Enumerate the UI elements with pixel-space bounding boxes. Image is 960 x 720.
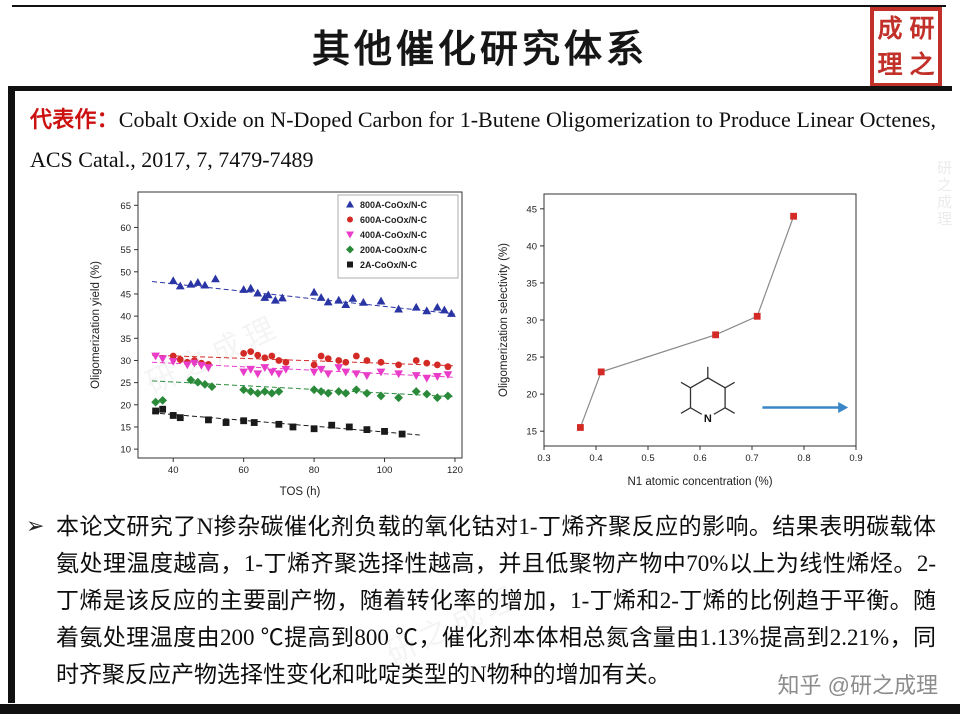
svg-text:80: 80 <box>309 465 320 476</box>
bullet-arrow-icon: ➢ <box>26 514 45 539</box>
summary-text: 本论文研究了N掺杂碳催化剂负载的氧化钴对1-丁烯齐聚反应的影响。结果表明碳载体氨… <box>56 514 936 687</box>
svg-text:0.4: 0.4 <box>589 453 602 464</box>
svg-text:Oligomerization yield (%): Oligomerization yield (%) <box>90 261 102 389</box>
svg-text:200A-CoOx/N-C: 200A-CoOx/N-C <box>360 245 428 255</box>
svg-text:25: 25 <box>120 378 131 389</box>
seal-char: 之 <box>909 51 935 79</box>
svg-text:15: 15 <box>120 422 131 433</box>
svg-text:35: 35 <box>120 334 131 345</box>
svg-text:20: 20 <box>120 400 131 411</box>
svg-text:40: 40 <box>526 241 537 252</box>
svg-text:30: 30 <box>526 316 537 327</box>
seal-logo: 成 研 理 之 <box>870 7 942 87</box>
svg-text:45: 45 <box>526 204 537 215</box>
yield-vs-tos-chart: 40 60 80 100 120 10 15 20 25 30 35 40 45 50 55 60 65 TOS … <box>86 182 476 502</box>
svg-text:N: N <box>704 413 712 425</box>
citation-label: 代表作： <box>30 107 119 132</box>
svg-text:TOS (h): TOS (h) <box>280 486 321 498</box>
summary-bullet: ➢ 本论文研究了N掺杂碳催化剂负载的氧化钴对1-丁烯齐聚反应的影响。结果表明碳载… <box>26 508 936 693</box>
svg-text:45: 45 <box>120 289 131 300</box>
citation-text: Cobalt Oxide on N-Doped Carbon for 1-But… <box>30 107 936 172</box>
svg-text:0.5: 0.5 <box>641 453 654 464</box>
seal-char: 研 <box>909 15 935 43</box>
svg-text:40: 40 <box>120 312 131 323</box>
svg-text:Oligomerization selectivity (%: Oligomerization selectivity (%) <box>498 243 510 397</box>
svg-text:0.9: 0.9 <box>849 453 862 464</box>
seal-char: 理 <box>877 51 903 79</box>
svg-text:50: 50 <box>120 267 131 278</box>
svg-text:30: 30 <box>120 356 131 367</box>
svg-text:40: 40 <box>168 465 179 476</box>
svg-text:0.8: 0.8 <box>797 453 810 464</box>
svg-text:600A-CoOx/N-C: 600A-CoOx/N-C <box>360 215 428 225</box>
seal-char: 成 <box>877 15 903 43</box>
citation: 代表作：Cobalt Oxide on N-Doped Carbon for 1… <box>30 100 936 180</box>
top-border-line <box>12 5 946 7</box>
left-border-bar <box>8 88 15 703</box>
svg-text:55: 55 <box>120 245 131 256</box>
svg-text:65: 65 <box>120 201 131 212</box>
svg-text:0.6: 0.6 <box>693 453 706 464</box>
svg-text:20: 20 <box>526 390 537 401</box>
svg-text:N1 atomic concentration (%): N1 atomic concentration (%) <box>627 476 772 488</box>
svg-text:35: 35 <box>526 278 537 289</box>
svg-text:15: 15 <box>526 427 537 438</box>
svg-text:100: 100 <box>377 465 393 476</box>
bottom-border-bar <box>0 704 960 714</box>
svg-text:0.7: 0.7 <box>745 453 758 464</box>
svg-text:120: 120 <box>447 465 463 476</box>
svg-text:400A-CoOx/N-C: 400A-CoOx/N-C <box>360 230 428 240</box>
header-divider <box>8 86 952 91</box>
svg-text:800A-CoOx/N-C: 800A-CoOx/N-C <box>360 200 428 210</box>
svg-text:0.3: 0.3 <box>537 453 550 464</box>
selectivity-vs-n1-chart: 0.3 0.4 0.5 0.6 0.7 0.8 0.9 15 20 25 30 35 40 45 N1 at… <box>494 182 874 492</box>
zhihu-watermark: 知乎 @研之成理 <box>777 673 938 698</box>
figures-row: 40 60 80 100 120 10 15 20 25 30 35 40 45 50 55 60 65 TOS … <box>0 182 960 502</box>
svg-text:60: 60 <box>120 223 131 234</box>
svg-text:25: 25 <box>526 353 537 364</box>
svg-text:60: 60 <box>238 465 249 476</box>
svg-text:10: 10 <box>120 445 131 456</box>
svg-text:2A-CoOx/N-C: 2A-CoOx/N-C <box>360 260 418 270</box>
page-title: 其他催化研究体系 <box>311 29 648 71</box>
